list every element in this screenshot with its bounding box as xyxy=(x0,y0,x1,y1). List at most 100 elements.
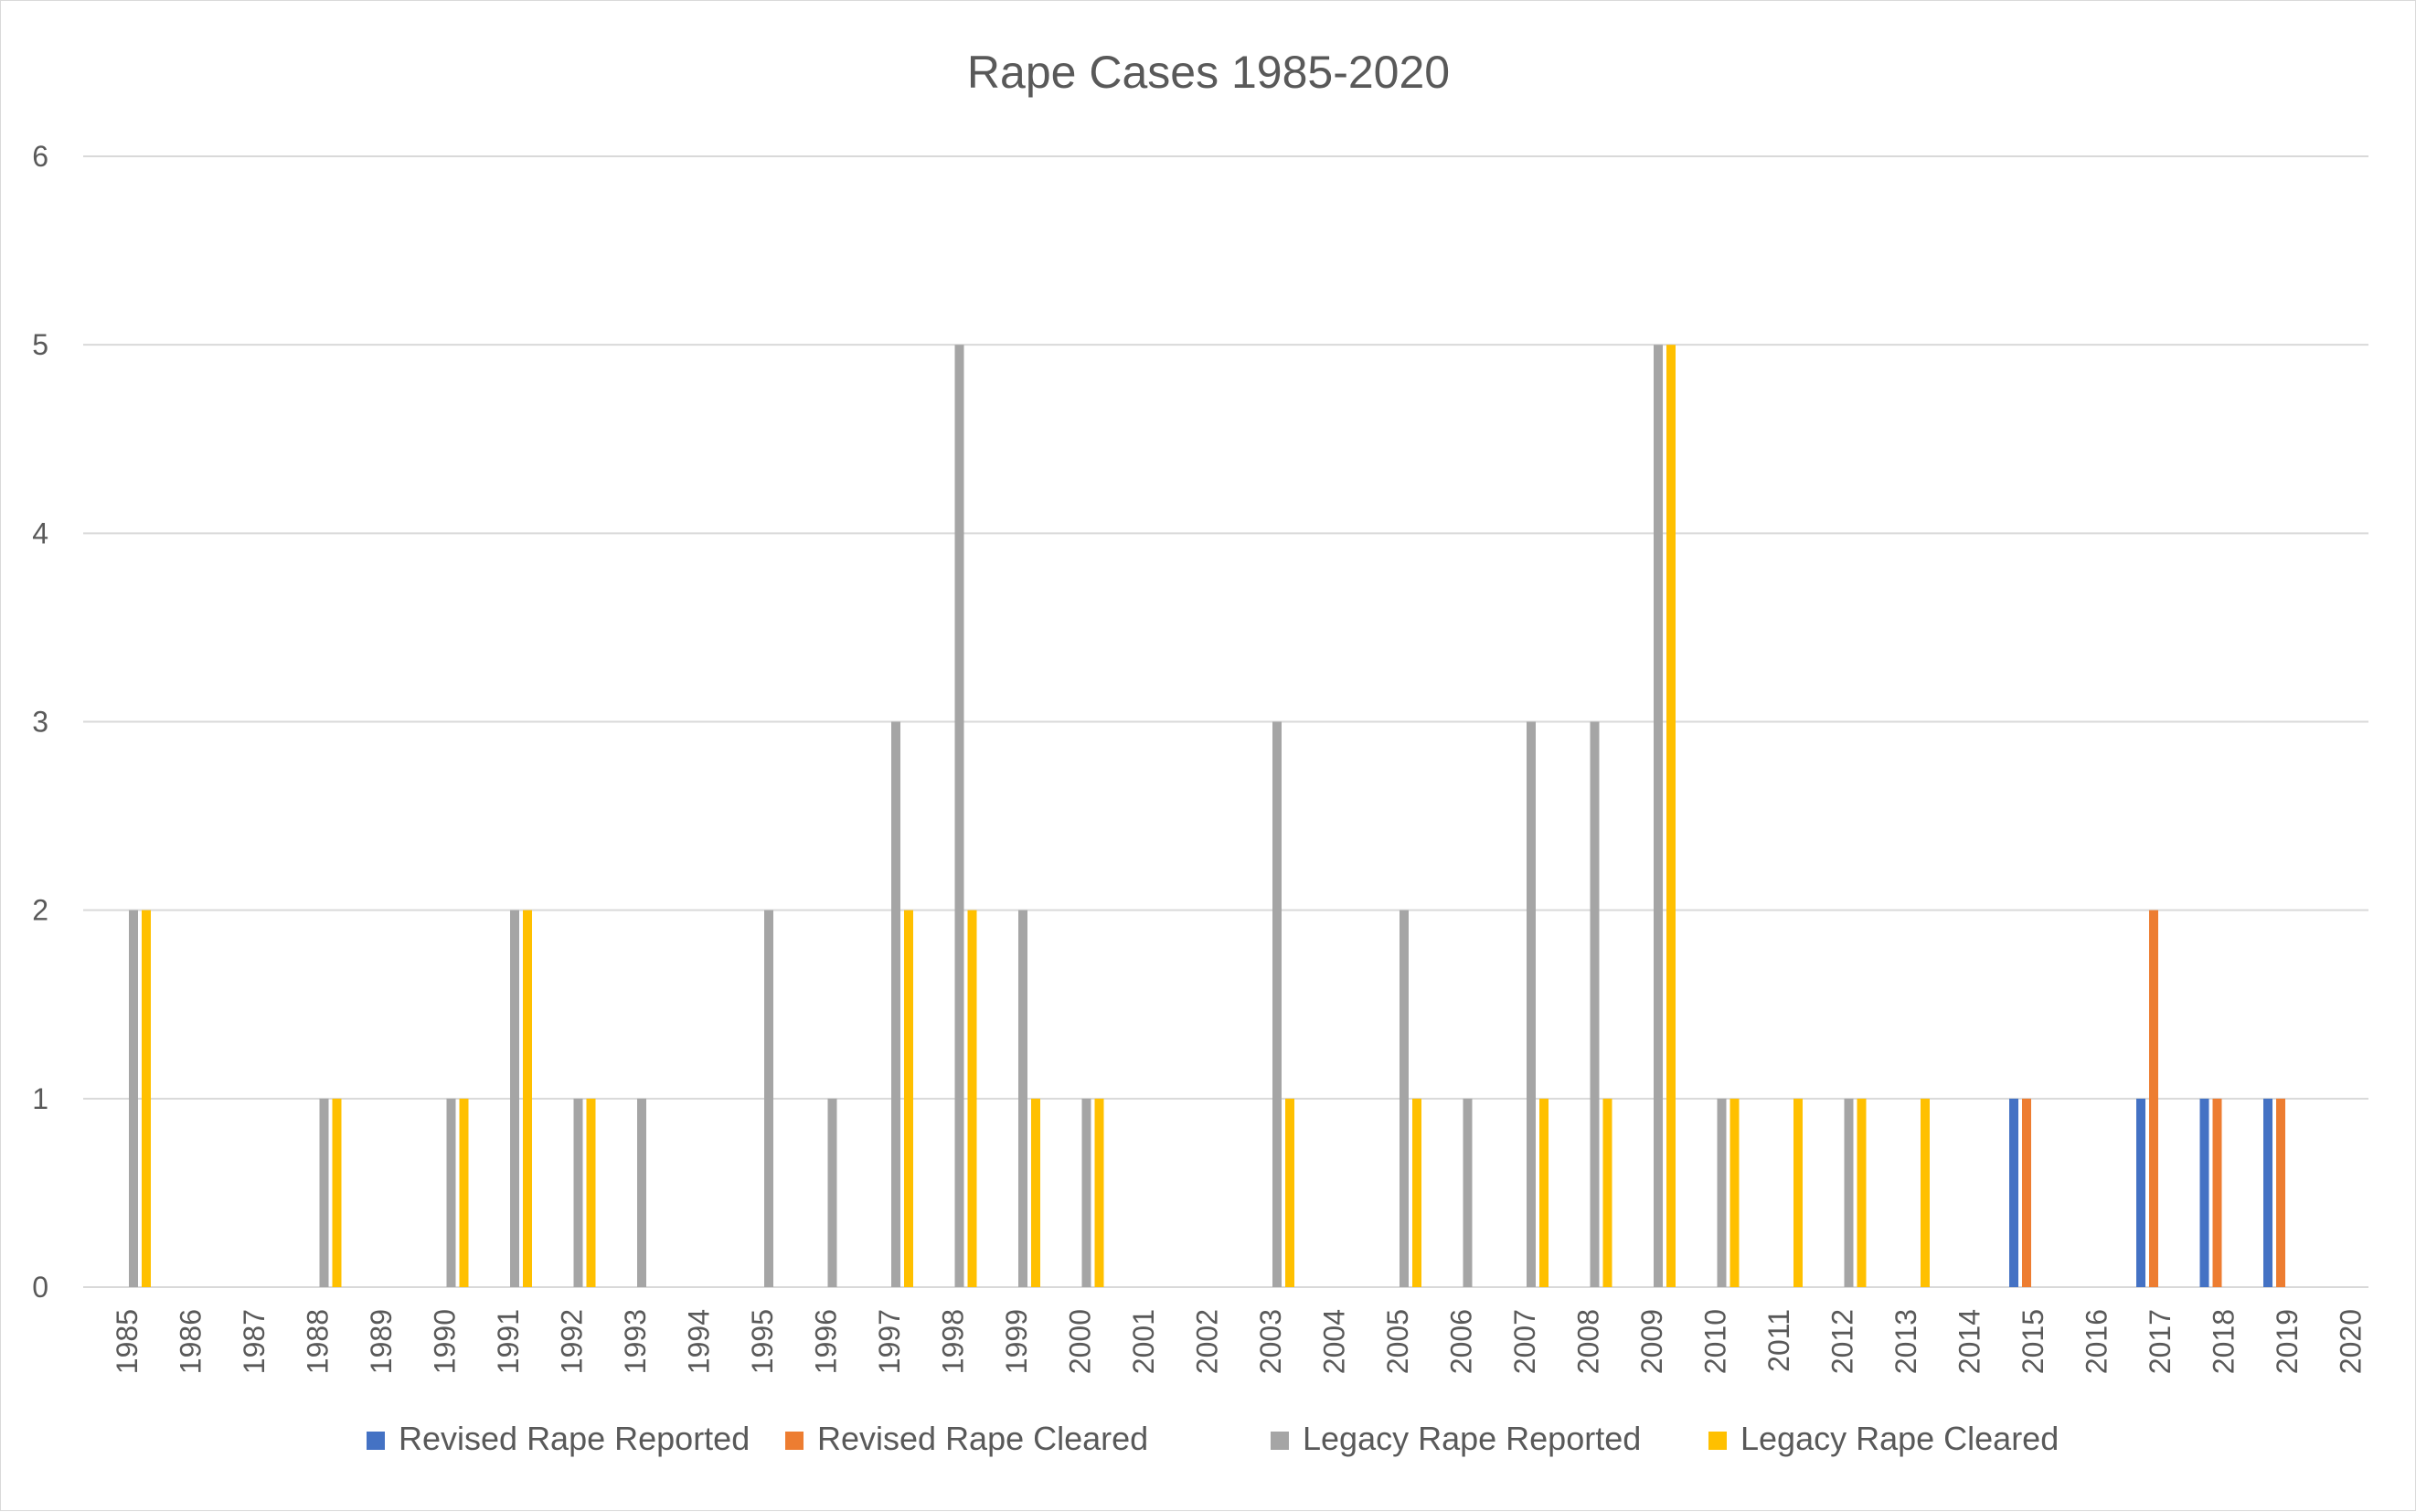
bar-legacy-rape-cleared xyxy=(1793,1098,1803,1287)
x-tick-label: 2006 xyxy=(1445,1309,1478,1374)
y-tick-label: 0 xyxy=(32,1271,48,1304)
bar-legacy-rape-cleared xyxy=(586,1098,596,1287)
bar-legacy-rape-cleared xyxy=(1539,1098,1549,1287)
x-tick-label: 1987 xyxy=(238,1309,271,1374)
legend-label: Legacy Rape Reported xyxy=(1303,1420,1641,1457)
y-tick-label: 6 xyxy=(32,140,48,173)
bar-legacy-rape-reported xyxy=(1717,1098,1727,1287)
bar-revised-rape-cleared xyxy=(2276,1098,2285,1287)
bar-legacy-rape-cleared xyxy=(1285,1098,1294,1287)
bar-legacy-rape-reported xyxy=(1654,345,1663,1288)
bar-legacy-rape-cleared xyxy=(459,1098,469,1287)
bars xyxy=(129,345,2285,1288)
bar-legacy-rape-cleared xyxy=(1094,1098,1104,1287)
bar-legacy-rape-reported xyxy=(1463,1098,1473,1287)
x-tick-label: 1995 xyxy=(746,1309,779,1374)
bar-revised-rape-cleared xyxy=(2212,1098,2222,1287)
x-tick-label: 2010 xyxy=(1699,1309,1732,1374)
x-axis-ticks: 1985 1986 1987 1988 1989 1990 1991 1992 1993 1994… xyxy=(111,1309,2368,1374)
legend: Revised Rape Reported Revised Rape Cleare… xyxy=(367,1420,2059,1457)
x-tick-label: 1996 xyxy=(810,1309,843,1374)
x-tick-label: 1986 xyxy=(175,1309,208,1374)
bar-legacy-rape-reported xyxy=(1590,721,1600,1287)
bar-legacy-rape-reported xyxy=(573,1098,583,1287)
x-tick-label: 2007 xyxy=(1508,1309,1541,1374)
x-tick-label: 2005 xyxy=(1381,1309,1414,1374)
x-tick-label: 1994 xyxy=(683,1309,716,1374)
x-tick-label: 2002 xyxy=(1191,1309,1224,1374)
bar-legacy-rape-cleared xyxy=(142,910,151,1287)
x-tick-label: 2004 xyxy=(1318,1309,1351,1374)
y-tick-label: 5 xyxy=(32,328,48,361)
y-tick-label: 2 xyxy=(32,894,48,927)
bar-revised-rape-reported xyxy=(2263,1098,2272,1287)
bar-legacy-rape-reported xyxy=(1081,1098,1091,1287)
bar-legacy-rape-cleared xyxy=(1666,345,1676,1288)
bar-legacy-rape-cleared xyxy=(332,1098,342,1287)
legend-swatch xyxy=(785,1432,804,1450)
x-tick-label: 2016 xyxy=(2081,1309,2113,1374)
x-tick-label: 2011 xyxy=(1762,1309,1795,1372)
bar-legacy-rape-reported xyxy=(510,910,519,1287)
bar-legacy-rape-reported xyxy=(637,1098,646,1287)
bar-legacy-rape-cleared xyxy=(523,910,532,1287)
bar-legacy-rape-reported xyxy=(1400,910,1409,1287)
x-tick-label: 1993 xyxy=(619,1309,652,1374)
x-tick-label: 1985 xyxy=(111,1309,144,1374)
x-tick-label: 2008 xyxy=(1572,1309,1605,1374)
bar-legacy-rape-reported xyxy=(446,1098,456,1287)
legend-label: Revised Rape Cleared xyxy=(817,1420,1148,1457)
legend-label: Legacy Rape Cleared xyxy=(1740,1420,2059,1457)
x-tick-label: 1988 xyxy=(302,1309,335,1374)
legend-label: Revised Rape Reported xyxy=(399,1420,750,1457)
bar-legacy-rape-cleared xyxy=(904,910,913,1287)
x-tick-label: 2018 xyxy=(2208,1309,2240,1374)
bar-legacy-rape-cleared xyxy=(1921,1098,1930,1287)
bar-legacy-rape-reported xyxy=(1527,721,1536,1287)
chart-title: Rape Cases 1985-2020 xyxy=(967,47,1450,98)
legend-swatch xyxy=(367,1432,385,1450)
bar-legacy-rape-cleared xyxy=(1031,1098,1040,1287)
x-tick-label: 1999 xyxy=(1000,1309,1033,1374)
bar-legacy-rape-cleared xyxy=(967,910,977,1287)
x-tick-label: 2000 xyxy=(1064,1309,1097,1374)
y-tick-label: 1 xyxy=(32,1082,48,1115)
bar-revised-rape-reported xyxy=(2009,1098,2018,1287)
x-tick-label: 2001 xyxy=(1127,1309,1160,1374)
bar-legacy-rape-reported xyxy=(827,1098,837,1287)
x-tick-label: 2014 xyxy=(1953,1309,1986,1374)
x-tick-label: 1990 xyxy=(429,1309,462,1374)
x-tick-label: 1998 xyxy=(937,1309,970,1374)
x-tick-label: 2009 xyxy=(1635,1309,1668,1374)
y-tick-label: 4 xyxy=(32,516,48,549)
bar-legacy-rape-reported xyxy=(764,910,773,1287)
y-axis-ticks: 0 1 2 3 4 5 6 xyxy=(32,140,48,1304)
bar-revised-rape-cleared xyxy=(2149,910,2158,1287)
legend-swatch xyxy=(1271,1432,1289,1450)
x-tick-label: 1992 xyxy=(556,1309,589,1374)
bar-legacy-rape-reported xyxy=(319,1098,329,1287)
bar-legacy-rape-reported xyxy=(129,910,138,1287)
bar-legacy-rape-cleared xyxy=(1857,1098,1867,1287)
bar-revised-rape-cleared xyxy=(2022,1098,2031,1287)
bar-legacy-rape-cleared xyxy=(1412,1098,1421,1287)
bar-legacy-rape-reported xyxy=(954,345,964,1288)
bar-revised-rape-reported xyxy=(2136,1098,2145,1287)
x-tick-label: 1997 xyxy=(873,1309,906,1374)
legend-swatch xyxy=(1708,1432,1727,1450)
x-tick-label: 1991 xyxy=(492,1309,525,1374)
bar-legacy-rape-reported xyxy=(1018,910,1027,1287)
x-tick-label: 2020 xyxy=(2335,1309,2368,1374)
bar-legacy-rape-cleared xyxy=(1602,1098,1612,1287)
bar-legacy-rape-cleared xyxy=(1730,1098,1740,1287)
bar-legacy-rape-reported xyxy=(1844,1098,1854,1287)
bar-legacy-rape-reported xyxy=(1272,721,1282,1287)
x-tick-label: 2017 xyxy=(2144,1309,2177,1374)
x-tick-label: 2003 xyxy=(1254,1309,1287,1374)
x-tick-label: 2013 xyxy=(1889,1309,1922,1374)
bar-revised-rape-reported xyxy=(2199,1098,2209,1287)
x-tick-label: 2015 xyxy=(2017,1309,2049,1374)
y-tick-label: 3 xyxy=(32,706,48,739)
